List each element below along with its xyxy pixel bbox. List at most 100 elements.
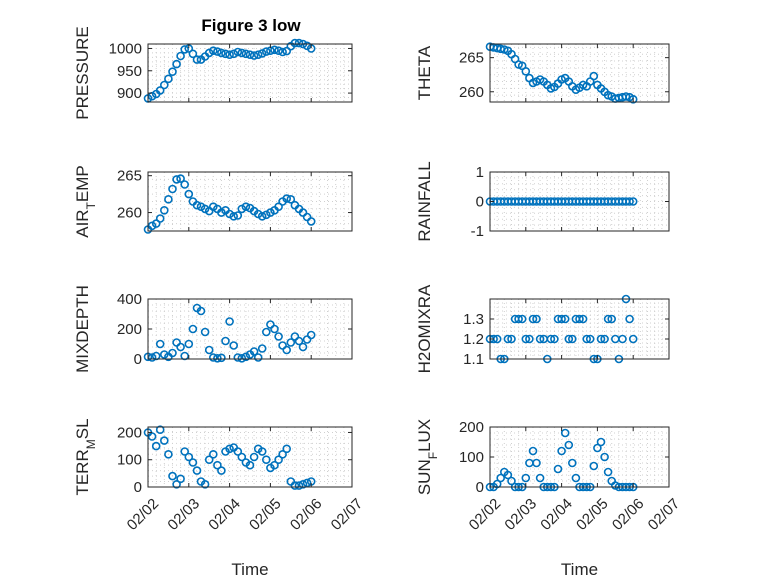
data-point [274, 202, 283, 211]
data-point [249, 452, 259, 462]
data-point [184, 339, 194, 349]
axes-box [147, 171, 353, 232]
data-point [257, 344, 267, 353]
data-point [217, 353, 226, 363]
y-axis-label: THETA [415, 45, 434, 100]
data-point [253, 353, 263, 362]
data-point [217, 48, 226, 58]
data-point [525, 334, 534, 344]
data-point [600, 334, 609, 344]
axes-box [489, 298, 670, 360]
data-point [155, 425, 165, 435]
data-point [286, 195, 296, 204]
y-tick-label: 1.1 [463, 351, 484, 368]
data-point [278, 449, 287, 459]
y-axis-label-subscript: M [84, 439, 98, 449]
y-tick-label: 260 [117, 205, 142, 222]
y-tick-label: -1 [471, 223, 484, 240]
data-point [217, 466, 226, 475]
data-point [507, 334, 516, 344]
data-point [245, 460, 255, 470]
y-axis-label-part: H2OMIXRA [415, 284, 434, 373]
data-point [603, 467, 613, 477]
data-point [180, 180, 189, 189]
data-point [245, 50, 255, 60]
y-tick-label: 950 [117, 63, 142, 80]
data-point [532, 458, 541, 468]
data-point [172, 175, 181, 184]
y-tick-label: 200 [459, 419, 484, 436]
data-point [528, 314, 538, 324]
data-point [221, 49, 230, 59]
y-axis-label: PRESSURE [73, 26, 92, 120]
data-point [593, 443, 602, 453]
subplot-rainfall: -1 0 1 RAINFALL [415, 161, 670, 242]
data-point [270, 460, 279, 470]
y-axis-label: H2OMIXRA [415, 284, 434, 373]
data-point [596, 334, 606, 344]
data-point [600, 452, 609, 462]
data-point [204, 345, 214, 355]
data-point [521, 473, 531, 483]
data-point [229, 212, 238, 221]
figure-title: Figure 3 low [201, 16, 301, 35]
y-axis-label-part: MIXDEPTH [73, 285, 92, 373]
data-point [155, 86, 165, 95]
y-tick-label: 0 [134, 351, 142, 368]
grid-lines [490, 44, 669, 102]
data-point [184, 189, 194, 199]
data-point [278, 47, 287, 57]
data-point [147, 432, 157, 441]
data-point [257, 49, 267, 58]
x-axis-label: Time [561, 560, 598, 579]
axes-box [489, 43, 670, 103]
data-point [209, 353, 218, 362]
data-point [164, 195, 173, 204]
y-tick-label: 260 [459, 84, 484, 101]
data-point [176, 342, 185, 352]
y-tick-label: 0 [476, 194, 484, 211]
data-point [521, 67, 531, 76]
y-tick-label: 1.3 [463, 311, 484, 328]
data-point [184, 452, 194, 462]
plot-area [490, 299, 669, 359]
y-axis-label: RAINFALL [415, 161, 434, 241]
data-point [192, 200, 202, 210]
data-point [550, 334, 559, 344]
data-point [578, 314, 588, 324]
data-point [514, 314, 523, 324]
y-tick-label: 1 [476, 164, 484, 181]
data-point [229, 341, 238, 350]
data-point [628, 95, 638, 104]
data-point [625, 197, 634, 206]
y-axis-label: MIXDEPTH [73, 285, 92, 373]
data-point [221, 336, 230, 346]
y-axis-label: AIRTEMP [73, 165, 98, 238]
data-point [249, 347, 259, 356]
data-point [274, 455, 283, 465]
data-point [521, 334, 531, 344]
data-point [176, 474, 185, 484]
data-point [204, 48, 214, 58]
data-point [233, 447, 243, 456]
data-point [607, 314, 617, 324]
data-point [564, 440, 574, 450]
data-point [257, 447, 267, 456]
data-point [282, 345, 292, 355]
data-point [151, 441, 161, 451]
plot-area [490, 44, 669, 102]
data-point [253, 50, 263, 60]
data-point [225, 317, 234, 326]
data-point [213, 47, 222, 56]
data-point [204, 455, 214, 465]
data-point [603, 314, 613, 324]
data-point [625, 314, 634, 324]
data-point [582, 334, 592, 344]
data-point [589, 71, 599, 81]
y-tick-label: 900 [117, 85, 142, 102]
y-tick-label: 200 [117, 424, 142, 441]
y-tick-label: 0 [476, 479, 484, 496]
y-axis-label: TERRMSL [73, 418, 98, 495]
data-point [282, 444, 292, 454]
